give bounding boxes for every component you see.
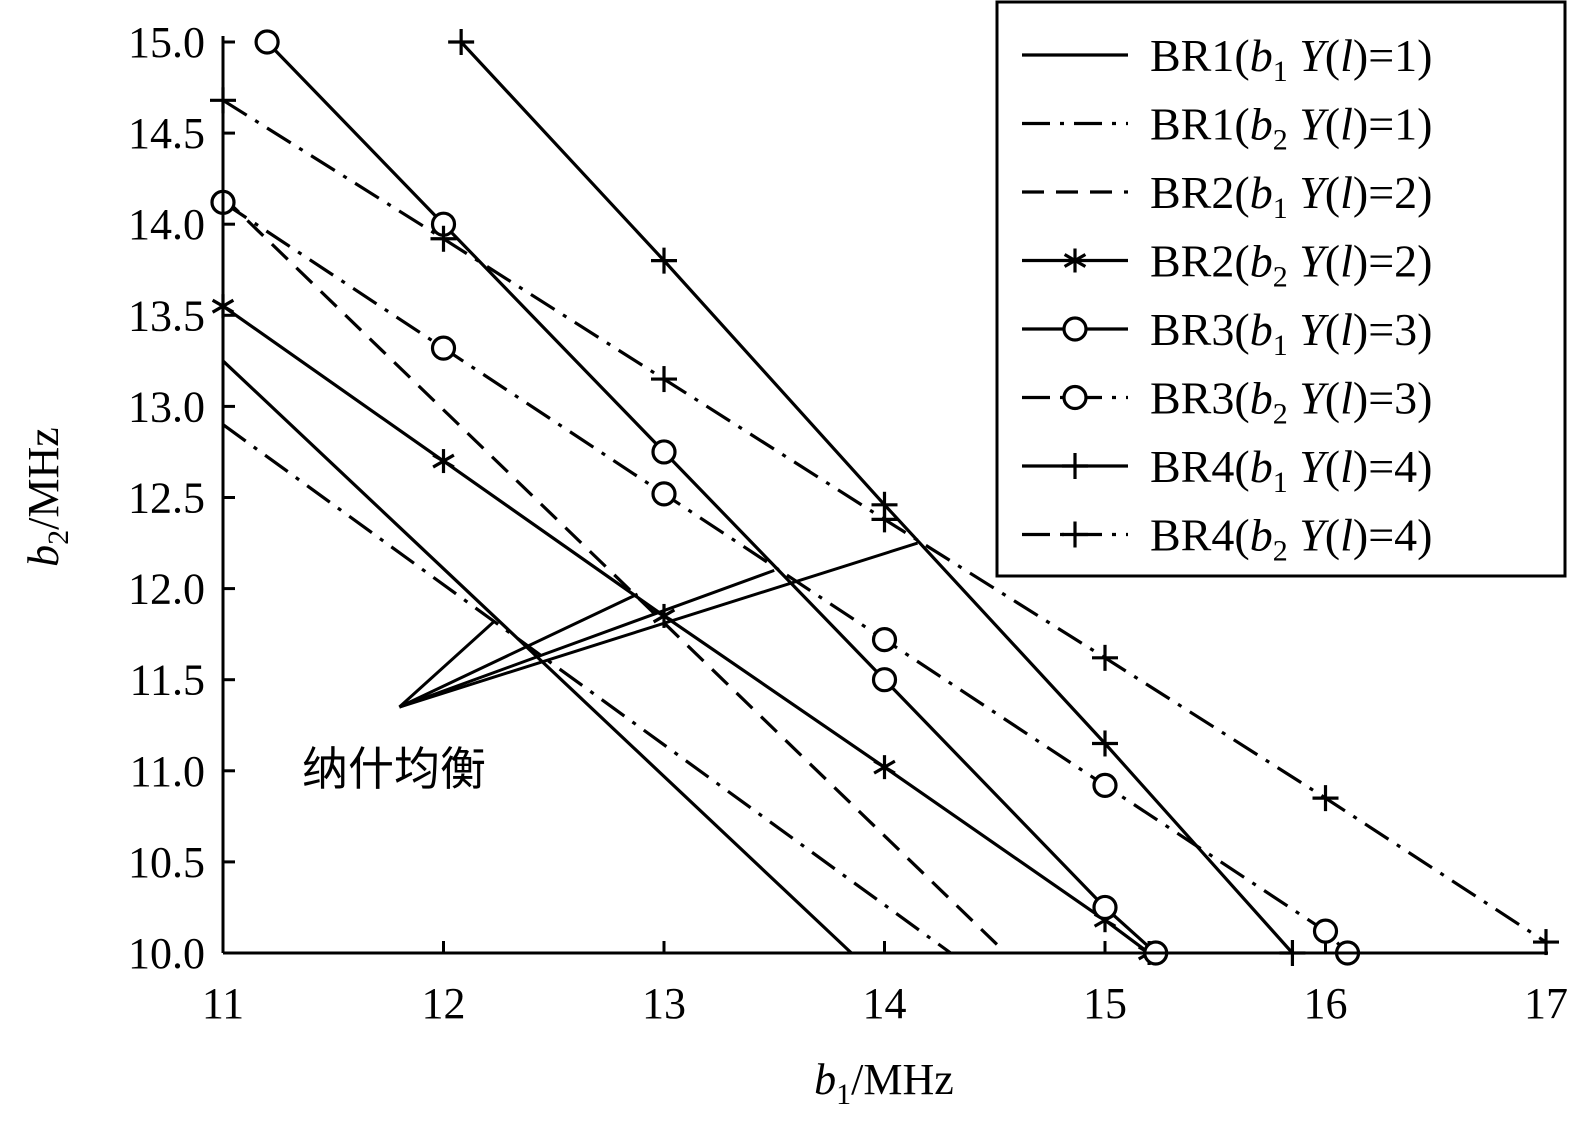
circle-marker <box>871 667 898 693</box>
nash-pointer-1 <box>398 620 496 709</box>
legend: BR1(b1 Y(l)=1) BR1(b2 Y(l)=1) BR2(b1 Y(l)=… <box>995 0 1567 578</box>
legend-box <box>995 0 1567 578</box>
legend-item-7: BR4(b1 Y(l)=4) <box>1022 441 1432 499</box>
asterisk-marker-stroke-2 <box>432 453 455 469</box>
asterisk-marker-stroke-2 <box>873 759 896 775</box>
plot-marks <box>210 29 1559 966</box>
circle-marker <box>1062 384 1088 411</box>
plus-marker <box>651 366 677 393</box>
x-tick-label: 16 <box>1304 979 1348 1028</box>
x-tick-label: 13 <box>642 979 686 1028</box>
y-tick-label: 10.0 <box>128 929 205 978</box>
y-tick-label: 11.5 <box>130 656 205 705</box>
plus-marker <box>871 506 898 533</box>
y-tick-label: 12.5 <box>128 474 205 523</box>
legend-label: BR1(b2 Y(l)=1) <box>1150 99 1432 157</box>
legend-item-6: BR3(b2 Y(l)=3) <box>1022 373 1432 431</box>
nash-pointer-2 <box>398 592 639 709</box>
y-tick-label: 12.0 <box>128 565 205 614</box>
axes: 11 12 13 14 15 16 17 10.0 10.5 11.0 11.5 12.0 12.5 13… <box>19 18 1568 1111</box>
circle-marker <box>1312 918 1339 944</box>
y-tick-label: 13.0 <box>128 382 205 431</box>
circle-marker <box>651 439 677 465</box>
circle-marker <box>1092 894 1118 921</box>
nash-equilibrium-label: 纳什均衡 <box>302 742 486 796</box>
x-tick-label: 11 <box>202 979 244 1028</box>
y-tick-label: 14.0 <box>128 200 205 249</box>
circle-marker <box>1092 772 1118 798</box>
legend-item-4: BR2(b2 Y(l)=2) <box>1022 236 1432 294</box>
circle-marker <box>254 29 280 55</box>
plus-marker <box>448 29 475 55</box>
legend-item-3: BR2(b1 Y(l)=2) <box>1022 167 1432 225</box>
x-tick-label: 12 <box>422 979 466 1028</box>
legend-item-1: BR1(b1 Y(l)=1) <box>1022 30 1432 88</box>
legend-item-2: BR1(b2 Y(l)=1) <box>1022 99 1432 157</box>
series-line-3 <box>221 195 1007 955</box>
legend-label: BR3(b2 Y(l)=3) <box>1150 373 1432 431</box>
legend-label: BR1(b1 Y(l)=1) <box>1150 30 1432 88</box>
asterisk-marker <box>873 755 896 780</box>
plus-marker <box>430 225 457 252</box>
circle-marker <box>651 481 677 507</box>
series-2 <box>222 423 952 955</box>
asterisk-marker <box>1063 248 1087 273</box>
nash-equilibrium-annotation: 纳什均衡 <box>302 541 919 796</box>
legend-label: BR4(b2 Y(l)=4) <box>1150 510 1432 568</box>
plus-marker <box>651 247 677 274</box>
y-tick-label: 11.0 <box>130 747 205 796</box>
y-tick-label: 14.5 <box>128 109 205 158</box>
series-3 <box>221 195 1007 955</box>
y-tick-label: 15.0 <box>128 18 205 67</box>
x-tick-label: 15 <box>1083 979 1127 1028</box>
asterisk-marker <box>432 449 455 474</box>
legend-item-5: BR3(b1 Y(l)=3) <box>1022 304 1432 362</box>
x-axis-label: b1/MHz <box>814 1055 954 1111</box>
x-tick-label: 17 <box>1524 979 1568 1028</box>
legend-label: BR4(b1 Y(l)=4) <box>1150 441 1432 499</box>
legend-label: BR2(b1 Y(l)=2) <box>1150 167 1432 225</box>
plus-marker <box>1092 644 1118 671</box>
legend-item-8: BR4(b2 Y(l)=4) <box>1022 510 1432 568</box>
legend-label: BR3(b1 Y(l)=3) <box>1150 304 1432 362</box>
asterisk-marker-stroke-2 <box>1063 253 1087 268</box>
circle-marker <box>871 627 898 653</box>
y-axis-label: b2/MHz <box>19 427 75 567</box>
x-tick-label: 14 <box>863 979 907 1028</box>
plus-marker <box>1062 453 1088 479</box>
nash-pointer-3 <box>398 568 775 709</box>
y-tick-label: 13.5 <box>128 291 205 340</box>
legend-label: BR2(b2 Y(l)=2) <box>1150 236 1432 294</box>
plus-marker <box>1092 730 1118 757</box>
circle-marker <box>430 335 457 361</box>
series-line-2 <box>222 423 952 955</box>
nash-pointer-4 <box>398 541 919 709</box>
asterisk-marker-stroke-2 <box>652 608 676 624</box>
y-tick-label: 10.5 <box>128 838 205 887</box>
plus-marker <box>1312 785 1339 812</box>
circle-marker <box>1062 316 1088 342</box>
plus-marker <box>1062 521 1088 548</box>
